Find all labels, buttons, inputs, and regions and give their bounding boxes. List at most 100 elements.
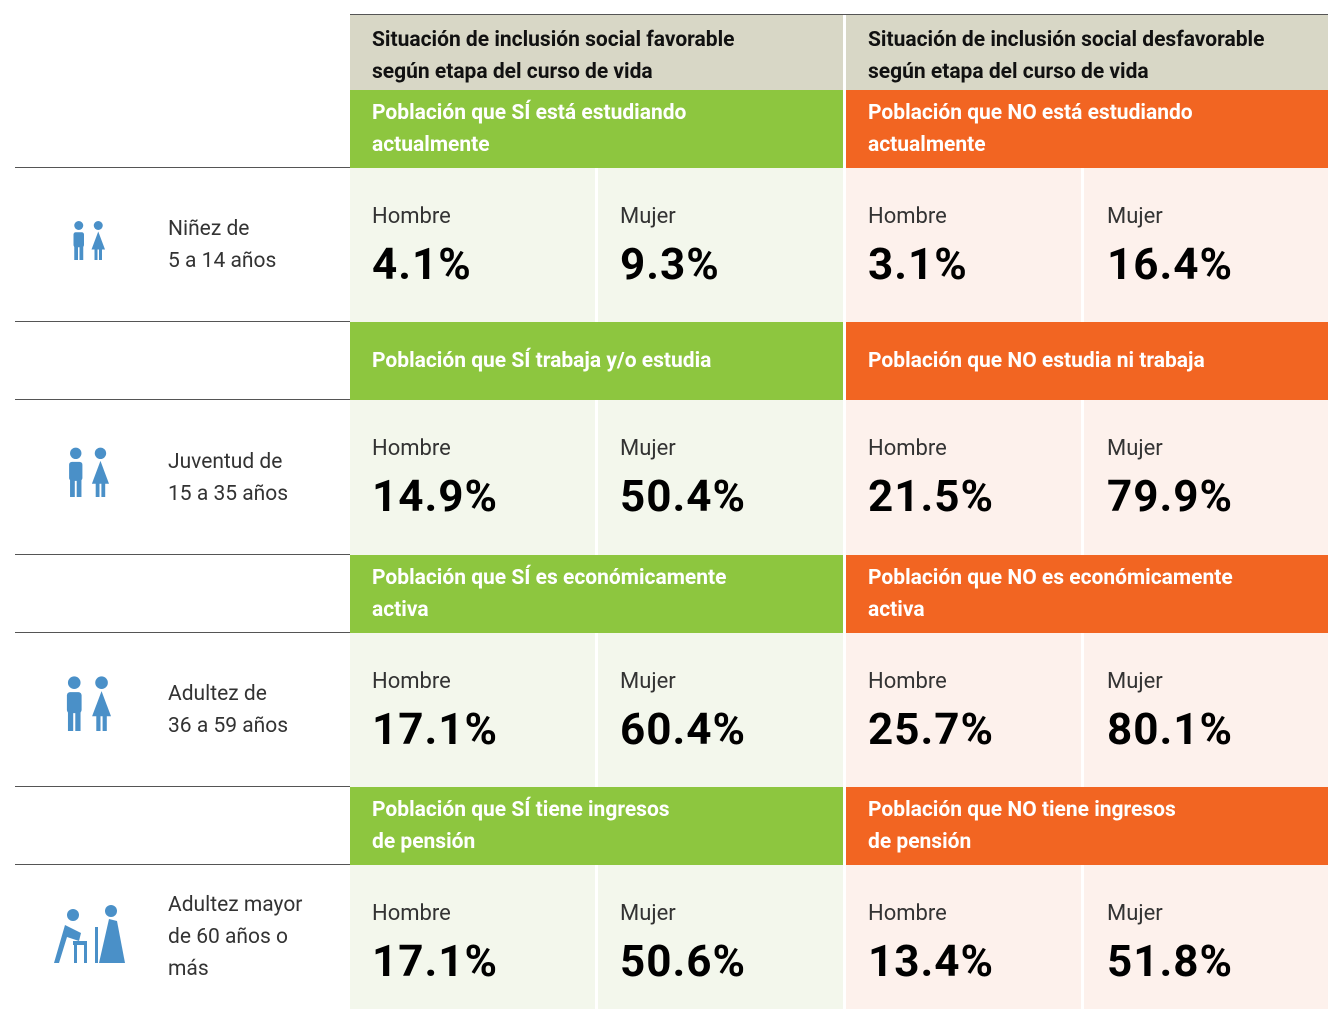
row-label-line: Niñez de <box>168 217 250 241</box>
subheader-line: Población que SÍ tiene ingresos <box>372 798 670 822</box>
row-label: Adultez de 36 a 59 años <box>168 678 348 742</box>
value: 17.1% <box>372 935 499 987</box>
person-icon <box>66 676 111 731</box>
row-label: Adultez mayor de 60 años o más <box>168 889 348 985</box>
cell <box>846 865 1081 1009</box>
cell <box>1084 168 1328 322</box>
cell <box>846 168 1081 322</box>
sex-label: Hombre <box>372 669 451 694</box>
sex-label: Mujer <box>620 901 676 926</box>
sex-label: Mujer <box>620 204 676 229</box>
row-label-line: Adultez de <box>168 682 267 706</box>
sex-label: Hombre <box>868 436 947 461</box>
row-line <box>15 632 350 633</box>
subheader-unfavorable: Población que NO está estudiando actualme… <box>846 90 1328 168</box>
row-label-line: 15 a 35 años <box>168 481 289 506</box>
row-line <box>15 399 350 400</box>
cell <box>350 633 595 787</box>
person-icon <box>54 905 125 963</box>
row-line <box>15 167 350 168</box>
header-favorable: Situación de inclusión social favorable s… <box>350 15 843 90</box>
value: 21.5% <box>868 470 995 522</box>
subheader-unfavorable: Población que NO estudia ni trabaja <box>846 322 1328 400</box>
subheader-line: actualmente <box>868 133 986 157</box>
cell <box>1084 400 1328 555</box>
row-label-line: 5 a 14 años <box>168 249 277 273</box>
sex-label: Hombre <box>372 436 451 461</box>
person-icon <box>73 221 105 260</box>
cell <box>1084 865 1328 1009</box>
sex-label: Hombre <box>868 669 947 694</box>
subheader-line: Población que SÍ está estudiando <box>372 101 687 125</box>
subheader-line: activa <box>868 598 925 622</box>
row-line <box>15 321 350 322</box>
cell <box>350 865 595 1009</box>
row-line <box>15 864 350 865</box>
row-label-line: 36 a 59 años <box>168 714 289 738</box>
subheader-unfavorable: Población que NO tiene ingresos de pensió… <box>846 787 1328 865</box>
subheader-line: Población que SÍ es económicamente <box>372 566 727 590</box>
value: 17.1% <box>372 703 499 755</box>
cell <box>350 168 595 322</box>
person-icon <box>69 447 109 497</box>
value: 50.4% <box>620 470 747 522</box>
cell <box>846 400 1081 555</box>
value: 60.4% <box>620 703 747 755</box>
row-line <box>15 554 350 555</box>
sex-label: Hombre <box>372 204 451 229</box>
value: 14.9% <box>372 470 499 522</box>
header-line: Situación de inclusión social favorable <box>372 28 735 52</box>
subheader-line: Población que SÍ trabaja y/o estudia <box>372 349 712 373</box>
cell <box>846 633 1081 787</box>
sex-label: Hombre <box>868 901 947 926</box>
value: 3.1% <box>868 238 968 290</box>
cell <box>598 400 843 555</box>
value: 16.4% <box>1107 238 1234 290</box>
header-unfavorable: Situación de inclusión social desfavorab… <box>846 15 1328 90</box>
row-label-line: Adultez mayor <box>168 893 303 917</box>
cell <box>1084 633 1328 787</box>
value: 25.7% <box>868 703 995 755</box>
cell <box>350 400 595 555</box>
value: 9.3% <box>620 238 720 290</box>
value: 13.4% <box>868 935 995 987</box>
subheader-favorable: Población que SÍ es económicamente activa <box>350 555 843 633</box>
row-line <box>15 786 350 787</box>
sex-label: Mujer <box>1107 669 1163 694</box>
subheader-line: de pensión <box>372 830 476 854</box>
row-label: Niñez de 5 a 14 años <box>168 213 348 277</box>
sex-label: Mujer <box>1107 901 1163 926</box>
row-label-line: de 60 años o <box>168 925 289 949</box>
row-label: Juventud de 15 a 35 años <box>168 446 348 510</box>
row-label-line: Juventud de <box>168 449 283 474</box>
value: 4.1% <box>372 238 472 290</box>
header-line: Situación de inclusión social desfavorab… <box>868 28 1265 52</box>
sex-label: Mujer <box>1107 436 1163 461</box>
subheader-line: Población que NO estudia ni trabaja <box>868 349 1205 373</box>
subheader-line: Población que NO está estudiando <box>868 101 1193 125</box>
header-line: según etapa del curso de vida <box>372 60 653 84</box>
value: 51.8% <box>1107 935 1234 987</box>
sex-label: Hombre <box>372 901 451 926</box>
cell <box>598 865 843 1009</box>
subheader-line: Población que NO tiene ingresos <box>868 798 1176 822</box>
row-label-line: más <box>168 957 209 981</box>
sex-label: Hombre <box>868 204 947 229</box>
subheader-line: de pensión <box>868 830 972 854</box>
cell <box>598 168 843 322</box>
header-line: según etapa del curso de vida <box>868 60 1149 84</box>
subheader-favorable: Población que SÍ trabaja y/o estudia <box>350 322 843 400</box>
sex-label: Mujer <box>620 436 676 461</box>
sex-label: Mujer <box>1107 204 1163 229</box>
subheader-line: Población que NO es económicamente <box>868 566 1233 590</box>
subheader-line: actualmente <box>372 133 490 157</box>
header-line-top <box>350 14 1328 15</box>
subheader-line: activa <box>372 598 429 622</box>
value: 79.9% <box>1107 470 1234 522</box>
subheader-favorable: Población que SÍ tiene ingresos de pensió… <box>350 787 843 865</box>
cell <box>598 633 843 787</box>
subheader-favorable: Población que SÍ está estudiando actualme… <box>350 90 843 168</box>
subheader-unfavorable: Población que NO es económicamente activa <box>846 555 1328 633</box>
value: 80.1% <box>1107 703 1234 755</box>
